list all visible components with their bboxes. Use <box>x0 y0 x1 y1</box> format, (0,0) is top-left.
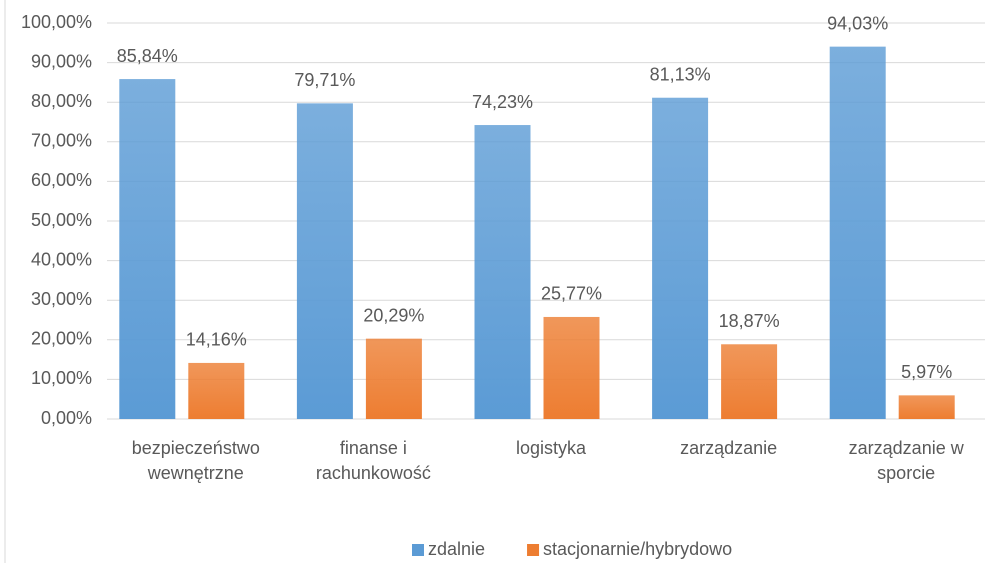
x-tick-label: zarządzanie w sporcie <box>848 438 964 483</box>
legend-swatch <box>527 544 540 556</box>
bar <box>119 79 176 419</box>
data-label: 25,77% <box>541 284 602 304</box>
y-tick-label: 90,00% <box>31 51 92 71</box>
y-tick-label: 30,00% <box>31 289 92 309</box>
data-label: 85,84% <box>117 46 178 66</box>
bar <box>652 97 709 420</box>
legend-swatch <box>412 544 424 556</box>
bar <box>188 362 245 419</box>
x-tick-label: logistyka <box>515 438 587 458</box>
data-label: 14,16% <box>186 330 247 350</box>
y-tick-label: 20,00% <box>31 329 92 349</box>
data-label: 74,23% <box>472 92 533 112</box>
y-tick-label: 10,00% <box>31 368 92 388</box>
y-tick-label: 100,00% <box>21 12 92 32</box>
y-tick-label: 60,00% <box>31 170 92 190</box>
bar <box>474 125 531 420</box>
legend-label: stacjonarnie/hybrydowo <box>543 539 732 559</box>
y-tick-label: 40,00% <box>31 249 92 269</box>
y-tick-label: 80,00% <box>31 91 92 111</box>
bar <box>543 316 600 419</box>
data-label: 81,13% <box>650 64 711 84</box>
bar <box>296 103 353 420</box>
y-tick-label: 70,00% <box>31 131 92 151</box>
y-tick-label: 50,00% <box>31 210 92 230</box>
bar <box>365 338 422 419</box>
bar <box>829 46 886 419</box>
y-tick-label: 0,00% <box>41 408 92 428</box>
bar <box>898 395 955 419</box>
data-label: 20,29% <box>363 305 424 325</box>
bar <box>721 344 778 419</box>
legend-label: zdalnie <box>428 539 485 559</box>
data-label: 79,71% <box>294 70 355 90</box>
data-label: 5,97% <box>901 362 952 382</box>
x-tick-label: finanse i rachunkowość <box>315 438 431 483</box>
x-tick-label: zarządzanie <box>680 438 778 458</box>
data-label: 94,03% <box>827 13 888 33</box>
data-label: 18,87% <box>719 311 780 331</box>
x-tick-label: bezpieczeństwo wewnętrzne <box>131 438 260 483</box>
